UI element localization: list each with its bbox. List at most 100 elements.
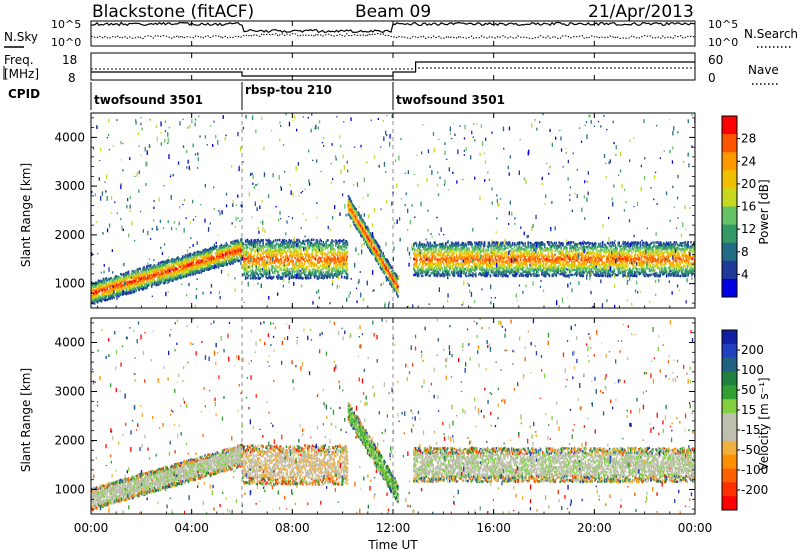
data-cell <box>237 252 239 255</box>
data-cell <box>326 271 328 274</box>
data-cell <box>420 257 423 261</box>
data-cell <box>126 276 129 279</box>
data-cell <box>350 200 353 203</box>
data-cell <box>382 268 384 271</box>
data-cell <box>297 252 299 255</box>
data-cell <box>142 273 144 276</box>
data-cell <box>206 265 208 268</box>
data-cell <box>381 259 384 262</box>
data-cell <box>91 288 93 291</box>
data-cell <box>107 278 109 281</box>
data-cell <box>220 251 223 255</box>
data-cell <box>239 242 241 245</box>
data-cell <box>265 264 267 268</box>
data-cell <box>432 254 434 257</box>
data-cell <box>322 248 324 251</box>
data-cell <box>247 250 250 254</box>
data-cell <box>389 280 391 283</box>
data-cell <box>345 256 348 260</box>
data-cell <box>174 278 176 281</box>
data-cell <box>340 263 343 266</box>
data-cell <box>292 276 294 280</box>
data-cell <box>221 261 224 264</box>
data-cell <box>144 270 146 273</box>
data-cell <box>301 258 303 261</box>
data-cell <box>352 216 354 219</box>
data-cell <box>239 245 241 248</box>
data-cell <box>280 241 283 244</box>
data-cell <box>271 275 273 279</box>
data-cell <box>274 244 276 248</box>
data-cell <box>196 264 198 267</box>
data-cell <box>193 258 196 261</box>
data-cell <box>115 293 117 296</box>
data-cell <box>328 244 330 247</box>
data-cell <box>333 262 335 266</box>
data-cell <box>389 276 391 279</box>
data-cell <box>294 270 296 273</box>
data-cell <box>380 254 383 257</box>
data-cell <box>436 275 438 278</box>
data-cell <box>204 252 206 255</box>
data-cell <box>329 276 331 279</box>
data-cell <box>233 249 235 252</box>
data-cell <box>258 269 260 272</box>
data-cell <box>394 288 396 292</box>
data-cell <box>237 246 239 249</box>
data-cell <box>168 280 170 283</box>
data-cell <box>108 290 110 293</box>
data-cell <box>99 280 102 283</box>
data-cell <box>109 294 111 297</box>
data-cell <box>243 251 246 255</box>
data-cell <box>381 261 384 265</box>
data-cell <box>370 246 373 249</box>
data-cell <box>434 247 436 250</box>
data-cell <box>331 273 333 276</box>
data-cell <box>419 249 422 253</box>
data-cell <box>100 288 103 292</box>
data-cell <box>316 246 319 249</box>
data-cell <box>162 262 165 265</box>
data-cell <box>425 257 428 260</box>
data-cell <box>182 255 184 258</box>
data-cell <box>374 258 377 261</box>
data-cell <box>287 263 290 266</box>
data-cell <box>421 262 424 265</box>
data-cell <box>250 255 253 258</box>
data-cell <box>369 246 371 249</box>
data-cell <box>183 267 185 270</box>
date-title: 21/Apr/2013 <box>588 2 694 22</box>
data-cell <box>180 262 182 265</box>
data-cell <box>238 253 240 256</box>
data-cell <box>324 247 326 251</box>
data-cell <box>99 299 102 302</box>
data-cell <box>211 265 213 268</box>
data-cell <box>142 280 144 284</box>
data-cell <box>225 262 227 265</box>
data-cell <box>266 245 268 248</box>
data-cell <box>184 268 187 271</box>
data-cell <box>394 277 396 280</box>
data-cell <box>435 272 437 275</box>
data-cell <box>365 240 367 244</box>
data-cell <box>120 283 122 286</box>
data-cell <box>307 257 310 260</box>
data-cell <box>204 260 206 263</box>
data-cell <box>275 269 277 272</box>
data-cell <box>116 292 118 295</box>
data-cell <box>332 253 334 256</box>
data-cell <box>262 274 264 277</box>
data-cell <box>129 289 132 292</box>
data-cell <box>136 269 138 272</box>
data-cell <box>200 270 202 273</box>
data-cell <box>354 214 356 217</box>
data-cell <box>133 281 136 284</box>
data-cell <box>335 244 337 247</box>
data-cell <box>359 215 361 218</box>
data-cell <box>424 255 427 258</box>
data-cell <box>282 262 285 265</box>
data-cell <box>218 249 221 252</box>
data-cell <box>415 258 417 261</box>
data-cell <box>274 250 276 253</box>
data-cell <box>193 270 196 274</box>
